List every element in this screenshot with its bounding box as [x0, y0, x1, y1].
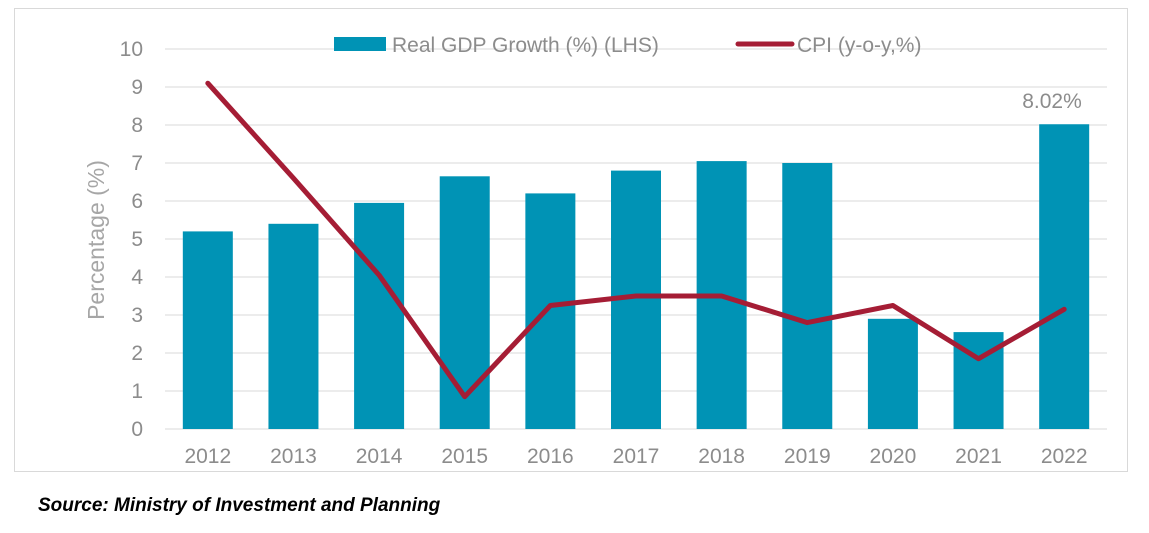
y-tick-label: 4: [131, 266, 143, 289]
cpi-line-series: [205, 80, 1067, 400]
y-tick-label: 5: [131, 228, 143, 251]
data-label-2022: 8.02%: [1022, 90, 1082, 113]
x-tick-label: 2016: [527, 445, 574, 468]
x-tick-label: 2014: [356, 445, 403, 468]
y-tick-label: 9: [131, 76, 143, 99]
x-axis-ticks: 2012 2013 2014 2015 2016 2017 2018 2019 2020 2021…: [184, 445, 1087, 468]
x-tick-label: 2019: [784, 445, 831, 468]
x-tick-label: 2018: [698, 445, 745, 468]
gdp-bar: [268, 223, 319, 429]
y-tick-label: 6: [131, 190, 143, 213]
x-tick-label: 2021: [955, 445, 1002, 468]
source-note: Source: Ministry of Investment and Plann…: [38, 495, 441, 516]
gdp-bar: [782, 163, 833, 429]
bars: [182, 124, 1090, 430]
x-tick-label: 2017: [613, 445, 660, 468]
gdp-bar: [1039, 124, 1090, 430]
y-tick-label: 3: [131, 304, 143, 327]
y-axis-label: Percentage (%): [83, 160, 109, 320]
y-tick-label: 0: [131, 418, 143, 441]
legend-label-cpi: CPI (y-o-y,%): [797, 34, 921, 57]
legend-swatch-gdp: [334, 37, 386, 51]
legend-label-gdp: Real GDP Growth (%) (LHS): [392, 34, 659, 57]
gdp-bar: [867, 318, 918, 429]
legend: Real GDP Growth (%) (LHS) CPI (y-o-y,%): [334, 34, 921, 57]
gridlines: [165, 48, 1107, 430]
x-tick-label: 2013: [270, 445, 317, 468]
x-tick-label: 2012: [184, 445, 231, 468]
y-tick-label: 10: [120, 38, 143, 61]
y-tick-label: 7: [131, 152, 143, 175]
x-tick-label: 2015: [441, 445, 488, 468]
gdp-bar: [439, 176, 490, 429]
gdp-bar: [182, 231, 233, 429]
y-tick-label: 1: [131, 380, 143, 403]
gdp-bar: [525, 193, 576, 429]
y-tick-label: 8: [131, 114, 143, 137]
y-tick-label: 2: [131, 342, 143, 365]
y-axis-ticks: 0 1 2 3 4 5 6 7 8 9 10: [120, 38, 144, 441]
x-tick-label: 2020: [870, 445, 917, 468]
gdp-bar: [354, 202, 405, 429]
x-tick-label: 2022: [1041, 445, 1088, 468]
